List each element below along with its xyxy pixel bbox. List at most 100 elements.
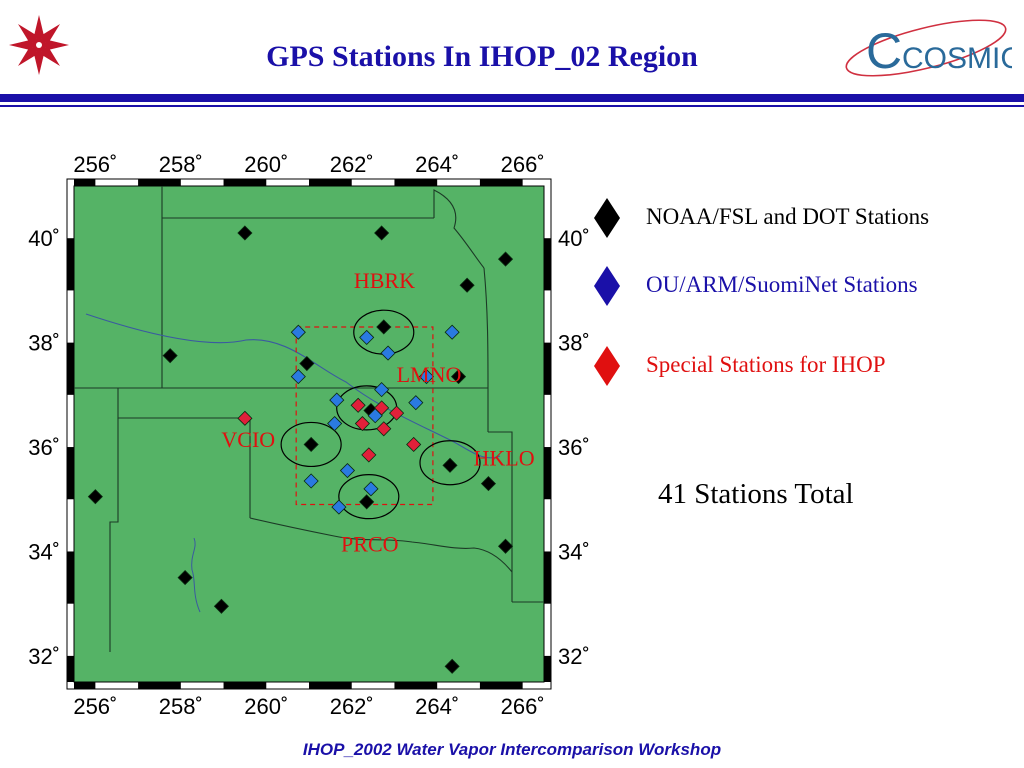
ou-station-marker <box>374 382 390 398</box>
new-mexico-texas-border <box>109 418 119 652</box>
station-label: LMNO <box>397 362 462 387</box>
highlight-circle <box>419 440 481 486</box>
ou-station-marker <box>331 499 347 515</box>
ou-station-marker <box>290 324 306 340</box>
lat-tick-label-right: 36˚ <box>558 435 590 460</box>
page-title: GPS Stations In IHOP_02 Region <box>266 40 698 73</box>
lon-tick-label-bottom: 258˚ <box>159 694 203 719</box>
station-label: PRCO <box>341 531 398 556</box>
cosmic-logo: C COSMIC <box>845 19 1012 79</box>
panhandle-border <box>117 388 251 518</box>
noaa-station-marker <box>376 319 392 335</box>
stations-total: 41 Stations Total <box>658 478 854 510</box>
noaa-station-marker <box>459 277 475 293</box>
special-station-marker <box>374 400 390 416</box>
noaa-station-marker <box>87 489 103 505</box>
noaa-station-marker <box>162 348 178 364</box>
header-divider-thin <box>0 105 1024 107</box>
frame-segment <box>479 682 523 689</box>
lon-tick-label-top: 260˚ <box>244 152 288 177</box>
ou-station-marker <box>339 462 356 479</box>
blue-diamond-icon <box>594 266 620 306</box>
lat-tick-label-left: 32˚ <box>28 644 60 669</box>
red-diamond-icon <box>594 346 620 386</box>
special-station-marker <box>237 410 253 426</box>
noaa-station-marker <box>299 355 315 372</box>
lon-tick-label-top: 256˚ <box>73 152 117 177</box>
lon-tick-label-top: 258˚ <box>159 152 203 177</box>
frame-segment <box>544 447 551 500</box>
footer-text: IHOP_2002 Water Vapor Intercomparison Wo… <box>302 740 722 759</box>
frame-segment <box>394 179 438 186</box>
special-station-marker <box>389 405 405 421</box>
frame-segment <box>544 342 551 395</box>
cosmic-logo-c: C <box>866 23 902 79</box>
noaa-station-marker <box>480 476 497 492</box>
rio-grande <box>191 537 201 613</box>
noaa-station-marker <box>497 251 514 267</box>
lat-tick-label-left: 34˚ <box>28 539 60 564</box>
ou-station-marker <box>303 473 319 489</box>
frame-segment <box>74 179 96 186</box>
noaa-station-marker <box>303 436 319 453</box>
lon-tick-label-bottom: 266˚ <box>501 694 545 719</box>
land-area <box>73 185 545 683</box>
lon-tick-label-bottom: 264˚ <box>415 694 459 719</box>
highlight-circle <box>338 474 400 520</box>
legend-label-noaa: NOAA/FSL and DOT Stations <box>646 204 930 229</box>
frame-segment <box>309 179 352 186</box>
lat-tick-label-left: 36˚ <box>28 435 60 460</box>
station-labels: HBRK LMNO VCIO HKLO PRCO <box>221 268 534 557</box>
noaa-station-marker <box>359 494 375 510</box>
gps-station-map: HBRK LMNO VCIO HKLO PRCO 256˚ 256˚ 258˚ 258˚ 260… <box>28 152 590 719</box>
station-label: HKLO <box>474 445 535 470</box>
lat-tick-label-right: 32˚ <box>558 644 590 669</box>
noaa-station-marker <box>444 658 460 674</box>
kansas-missouri-border <box>483 267 489 432</box>
lat-tick-label-left: 40˚ <box>28 226 60 251</box>
ou-station-marker <box>418 369 435 385</box>
lat-tick-label-right: 40˚ <box>558 226 590 251</box>
frame-segment <box>544 655 551 682</box>
arkansas-river <box>85 313 501 459</box>
frame-segment <box>394 682 438 689</box>
frame-segment <box>67 655 74 682</box>
lat-tick-label-right: 38˚ <box>558 331 590 356</box>
noaa-station-marker <box>177 570 193 586</box>
lat-tick-label-right: 34˚ <box>558 539 590 564</box>
noaa-station-marker <box>450 369 467 385</box>
frame-segment <box>544 551 551 604</box>
ou-station-marker <box>363 481 379 497</box>
lon-tick-label-bottom: 262˚ <box>330 694 374 719</box>
noaa-station-marker <box>442 457 458 473</box>
noaa-station-marker <box>213 598 229 614</box>
map-axes: 256˚ 256˚ 258˚ 258˚ 260˚ 260˚ 262˚ 262˚ 264˚ 264˚… <box>28 152 590 719</box>
nebraska-border <box>433 189 485 269</box>
ou-station-marker <box>359 329 375 345</box>
header-divider <box>0 94 1024 102</box>
frame-segment <box>67 551 74 604</box>
special-station-marker <box>406 436 422 453</box>
starburst-logo-icon <box>9 15 69 75</box>
station-markers <box>87 225 514 674</box>
frame-segment <box>309 682 352 689</box>
special-station-marker <box>350 397 366 413</box>
ou-station-marker <box>327 415 343 432</box>
frame-segment <box>544 238 551 291</box>
noaa-station-marker <box>237 225 253 241</box>
lon-tick-label-bottom: 256˚ <box>73 694 117 719</box>
special-station-marker <box>361 447 377 463</box>
noaa-station-marker <box>374 225 390 241</box>
frame-segment <box>223 179 267 186</box>
station-label: VCIO <box>221 427 275 452</box>
frame-segment <box>74 682 96 689</box>
frame-segment <box>138 179 181 186</box>
frame-segment <box>223 682 267 689</box>
lat-tick-label-left: 38˚ <box>28 331 60 356</box>
lon-tick-label-top: 264˚ <box>415 152 459 177</box>
special-station-marker <box>354 415 370 432</box>
frame-segment <box>67 238 74 291</box>
frame-segment <box>67 342 74 395</box>
legend-label-special: Special Stations for IHOP <box>646 352 886 377</box>
noaa-station-marker <box>497 538 514 554</box>
